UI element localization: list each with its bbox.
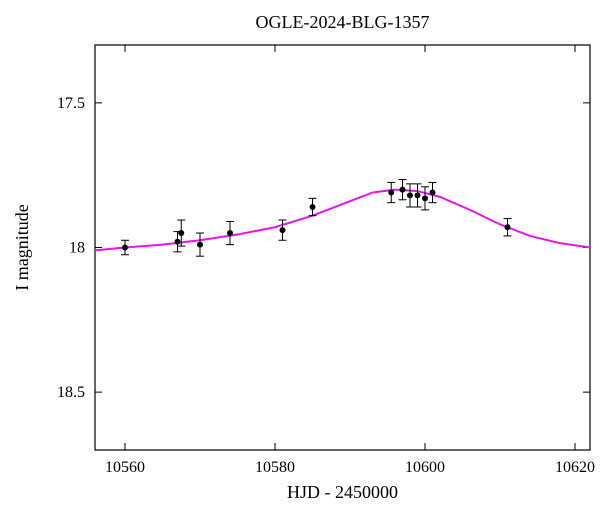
light-curve-chart: 10560 10580 10600 10620 17.5 18 18.5 OGLE-2024-… bbox=[0, 0, 600, 512]
svg-text:10620: 10620 bbox=[555, 459, 595, 476]
svg-text:10560: 10560 bbox=[105, 459, 145, 476]
svg-text:10600: 10600 bbox=[405, 459, 445, 476]
svg-text:OGLE-2024-BLG-1357: OGLE-2024-BLG-1357 bbox=[256, 12, 430, 32]
svg-text:18.5: 18.5 bbox=[57, 384, 85, 401]
svg-text:HJD - 2450000: HJD - 2450000 bbox=[287, 482, 398, 502]
svg-text:18: 18 bbox=[69, 240, 85, 257]
svg-text:10580: 10580 bbox=[255, 459, 295, 476]
svg-text:17.5: 17.5 bbox=[57, 95, 85, 112]
svg-text:I magnitude: I magnitude bbox=[12, 204, 32, 290]
chart-svg: 10560 10580 10600 10620 17.5 18 18.5 OGLE-2024-… bbox=[0, 0, 600, 512]
